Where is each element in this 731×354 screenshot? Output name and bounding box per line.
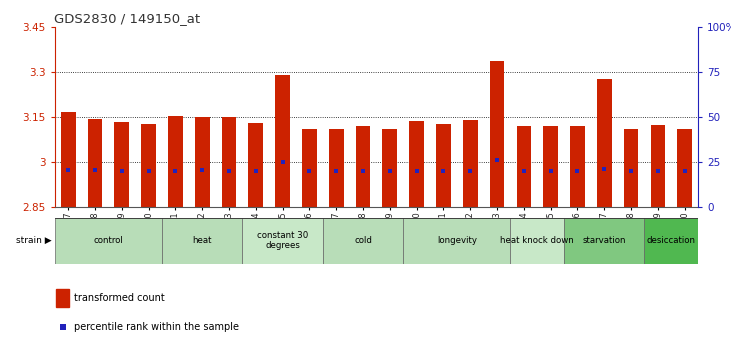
Bar	[323, 218, 404, 264]
Text: percentile rank within the sample: percentile rank within the sample	[74, 321, 239, 332]
Bar	[168, 116, 183, 207]
Text: strain ▶: strain ▶	[15, 236, 51, 245]
Text: longevity: longevity	[437, 236, 477, 245]
Text: transformed count: transformed count	[74, 293, 165, 303]
Bar	[115, 122, 129, 207]
Text: GDS2830 / 149150_at: GDS2830 / 149150_at	[54, 12, 200, 25]
Text: heat knock down: heat knock down	[501, 236, 574, 245]
Bar	[243, 218, 323, 264]
Text: control: control	[94, 236, 124, 245]
Text: heat: heat	[192, 236, 212, 245]
Bar	[651, 125, 665, 207]
Bar	[356, 126, 371, 207]
Bar	[463, 120, 477, 207]
Bar	[624, 130, 638, 207]
Bar	[517, 126, 531, 207]
Bar	[597, 79, 612, 207]
Bar	[564, 218, 645, 264]
Bar	[645, 218, 698, 264]
Bar	[56, 289, 69, 307]
Bar	[409, 121, 424, 207]
Bar	[404, 218, 510, 264]
Bar	[221, 118, 236, 207]
Bar	[55, 218, 162, 264]
Bar	[162, 218, 243, 264]
Bar	[490, 61, 504, 207]
Bar	[436, 124, 451, 207]
Text: starvation: starvation	[583, 236, 626, 245]
Bar	[570, 126, 585, 207]
Bar	[276, 75, 290, 207]
Bar	[510, 218, 564, 264]
Bar	[678, 130, 692, 207]
Text: cold: cold	[354, 236, 372, 245]
Bar	[195, 117, 210, 207]
Bar	[382, 130, 397, 207]
Bar	[141, 124, 156, 207]
Bar	[61, 112, 75, 207]
Bar	[543, 126, 558, 207]
Text: constant 30
degrees: constant 30 degrees	[257, 231, 308, 250]
Bar	[329, 130, 344, 207]
Text: desiccation: desiccation	[647, 236, 696, 245]
Bar	[88, 119, 102, 207]
Bar	[249, 123, 263, 207]
Bar	[302, 130, 317, 207]
